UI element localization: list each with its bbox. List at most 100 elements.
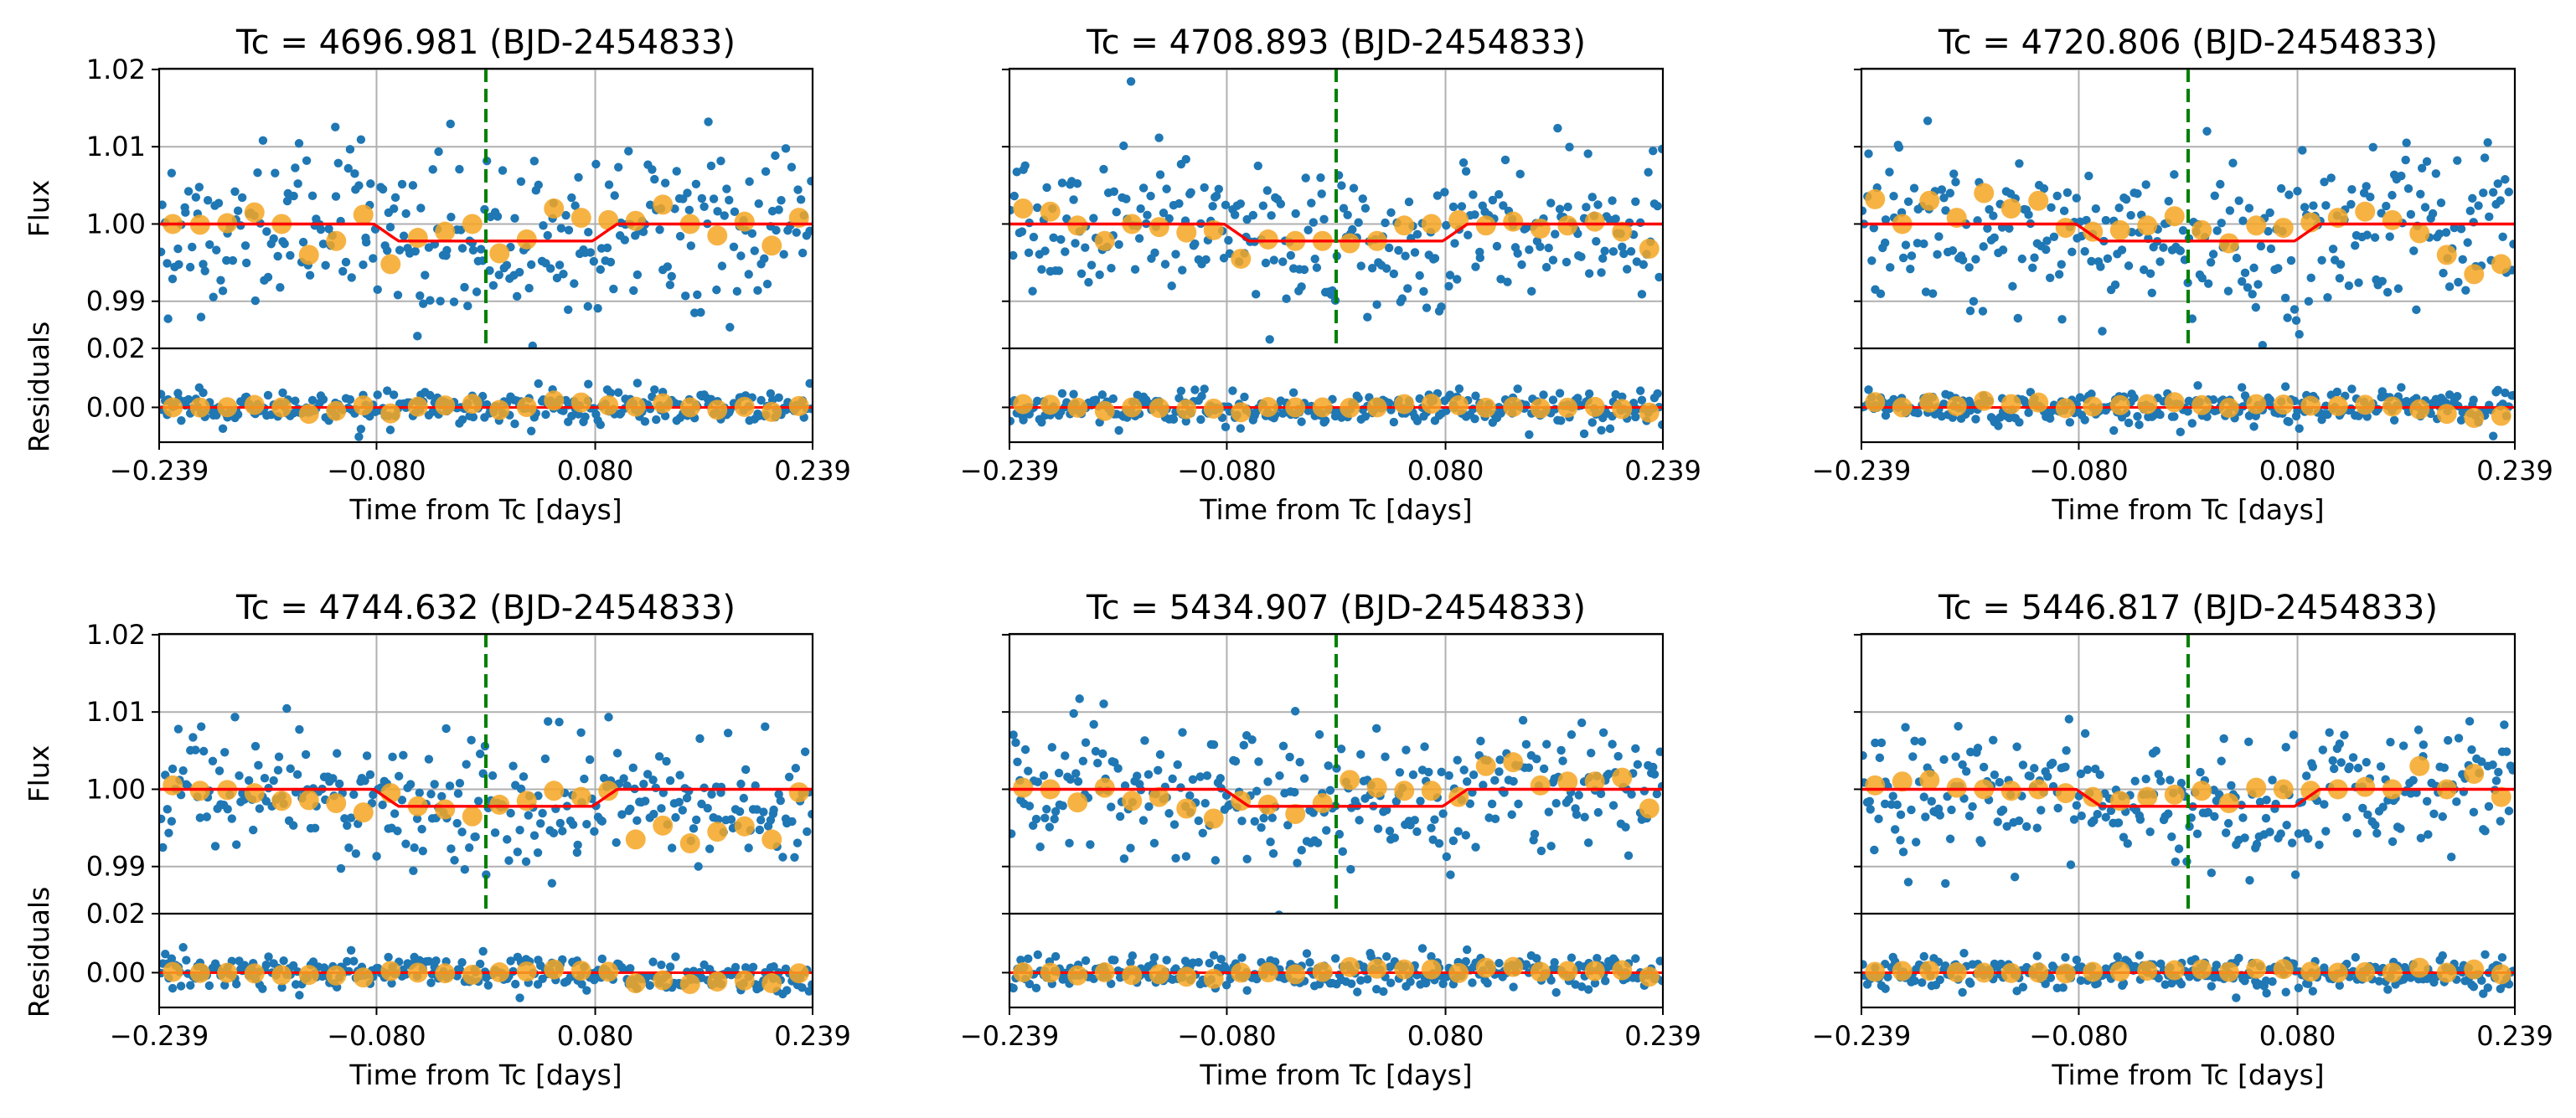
flux-data-point bbox=[792, 838, 803, 848]
flux-data-point bbox=[555, 260, 565, 270]
binned-flux-point bbox=[1394, 215, 1415, 236]
flux-data-point bbox=[318, 240, 328, 249]
residual-data-point bbox=[2397, 383, 2406, 392]
flux-data-point bbox=[455, 779, 465, 788]
binned-residual-point bbox=[1475, 397, 1496, 418]
flux-data-point bbox=[1248, 210, 1258, 220]
residual-data-point bbox=[1174, 394, 1184, 403]
flux-data-point bbox=[430, 780, 439, 789]
flux-data-point bbox=[1028, 286, 1037, 296]
residual-data-point bbox=[2183, 407, 2192, 416]
x-tick-label: −0.080 bbox=[1177, 455, 1276, 487]
binned-residual-point bbox=[2436, 404, 2457, 425]
residual-data-point bbox=[541, 410, 550, 420]
flux-data-point bbox=[460, 282, 469, 292]
residual-data-point bbox=[457, 415, 467, 425]
flux-data-point bbox=[416, 291, 425, 301]
flux-data-point bbox=[2342, 812, 2351, 822]
residual-data-point bbox=[167, 954, 177, 963]
residual-data-point bbox=[515, 993, 524, 1002]
flux-data-point bbox=[1546, 198, 1556, 208]
flux-data-point bbox=[1122, 194, 1131, 204]
flux-data-point bbox=[521, 857, 531, 867]
flux-data-point bbox=[343, 821, 352, 830]
flux-data-point bbox=[2244, 204, 2254, 213]
resid-y-tick-label: 0.00 bbox=[86, 391, 146, 423]
flux-data-point bbox=[791, 764, 801, 773]
residual-data-point bbox=[606, 389, 616, 398]
flux-data-point bbox=[2258, 341, 2268, 348]
flux-data-point bbox=[202, 812, 212, 822]
residual-data-point bbox=[1236, 424, 1246, 433]
flux-data-point bbox=[2178, 225, 2188, 235]
flux-data-point bbox=[792, 228, 801, 237]
flux-data-point bbox=[2101, 215, 2111, 225]
flux-data-point bbox=[1631, 744, 1640, 754]
flux-data-point bbox=[1652, 789, 1662, 799]
flux-data-point bbox=[667, 271, 676, 281]
flux-data-point bbox=[2018, 760, 2028, 770]
flux-data-point bbox=[2042, 236, 2052, 245]
flux-data-point bbox=[351, 849, 361, 858]
flux-data-point bbox=[1928, 289, 1938, 298]
flux-data-point bbox=[344, 843, 354, 853]
binned-residual-point bbox=[1612, 399, 1633, 420]
flux-data-point bbox=[1091, 746, 1101, 756]
flux-data-point bbox=[1202, 770, 1212, 781]
residual-data-point bbox=[590, 976, 599, 985]
flux-data-point bbox=[1598, 728, 1608, 738]
flux-data-point bbox=[2141, 180, 2150, 189]
flux-data-point bbox=[784, 772, 794, 781]
residual-data-point bbox=[808, 980, 813, 989]
flux-data-point bbox=[271, 168, 280, 178]
residual-data-point bbox=[277, 982, 287, 992]
flux-data-point bbox=[686, 241, 696, 250]
flux-data-point bbox=[199, 260, 208, 269]
flux-data-point bbox=[528, 341, 538, 348]
residual-data-point bbox=[2294, 983, 2304, 992]
flux-data-point bbox=[471, 832, 480, 842]
binned-flux-point bbox=[462, 806, 483, 827]
flux-data-point bbox=[1459, 765, 1469, 775]
residual-data-point bbox=[1462, 945, 1472, 955]
flux-data-point bbox=[1874, 814, 1883, 824]
binned-flux-point bbox=[1530, 775, 1551, 796]
flux-data-point bbox=[1896, 836, 1905, 845]
flux-data-point bbox=[2286, 255, 2296, 265]
residual-data-point bbox=[1631, 412, 1640, 422]
binned-residual-point bbox=[407, 962, 428, 983]
binned-residual-point bbox=[1176, 399, 1197, 420]
flux-data-point bbox=[1047, 743, 1057, 752]
flux-data-point bbox=[2444, 282, 2455, 291]
flux-data-point bbox=[712, 285, 721, 295]
flux-data-point bbox=[1134, 234, 1144, 243]
flux-data-point bbox=[567, 193, 576, 203]
flux-data-point bbox=[736, 779, 746, 789]
residual-data-point bbox=[1470, 414, 1479, 424]
flux-data-point bbox=[1937, 185, 1947, 194]
flux-data-point bbox=[163, 314, 173, 323]
flux-data-point bbox=[1171, 853, 1180, 863]
flux-data-point bbox=[292, 770, 302, 780]
flux-data-point bbox=[2353, 763, 2363, 773]
flux-data-point bbox=[624, 147, 633, 156]
binned-flux-point bbox=[2300, 781, 2321, 801]
flux-data-point bbox=[2396, 824, 2405, 833]
flux-data-point bbox=[1186, 188, 1195, 198]
binned-flux-point bbox=[2273, 779, 2294, 800]
binned-residual-point bbox=[271, 965, 292, 986]
residual-data-point bbox=[805, 379, 813, 389]
flux-data-point bbox=[2488, 188, 2498, 197]
residual-data-point bbox=[1097, 390, 1107, 399]
binned-residual-point bbox=[2109, 961, 2130, 982]
flux-data-point bbox=[2295, 330, 2304, 339]
flux-data-point bbox=[1939, 755, 1949, 765]
flux-data-point bbox=[576, 728, 586, 737]
residual-data-point bbox=[506, 956, 515, 966]
residual-data-point bbox=[1128, 951, 1138, 961]
flux-data-point bbox=[2452, 797, 2461, 806]
residual-data-point bbox=[1913, 408, 1923, 418]
flux-data-point bbox=[1313, 838, 1323, 848]
flux-data-point bbox=[255, 804, 265, 813]
binned-residual-point bbox=[1203, 398, 1224, 419]
